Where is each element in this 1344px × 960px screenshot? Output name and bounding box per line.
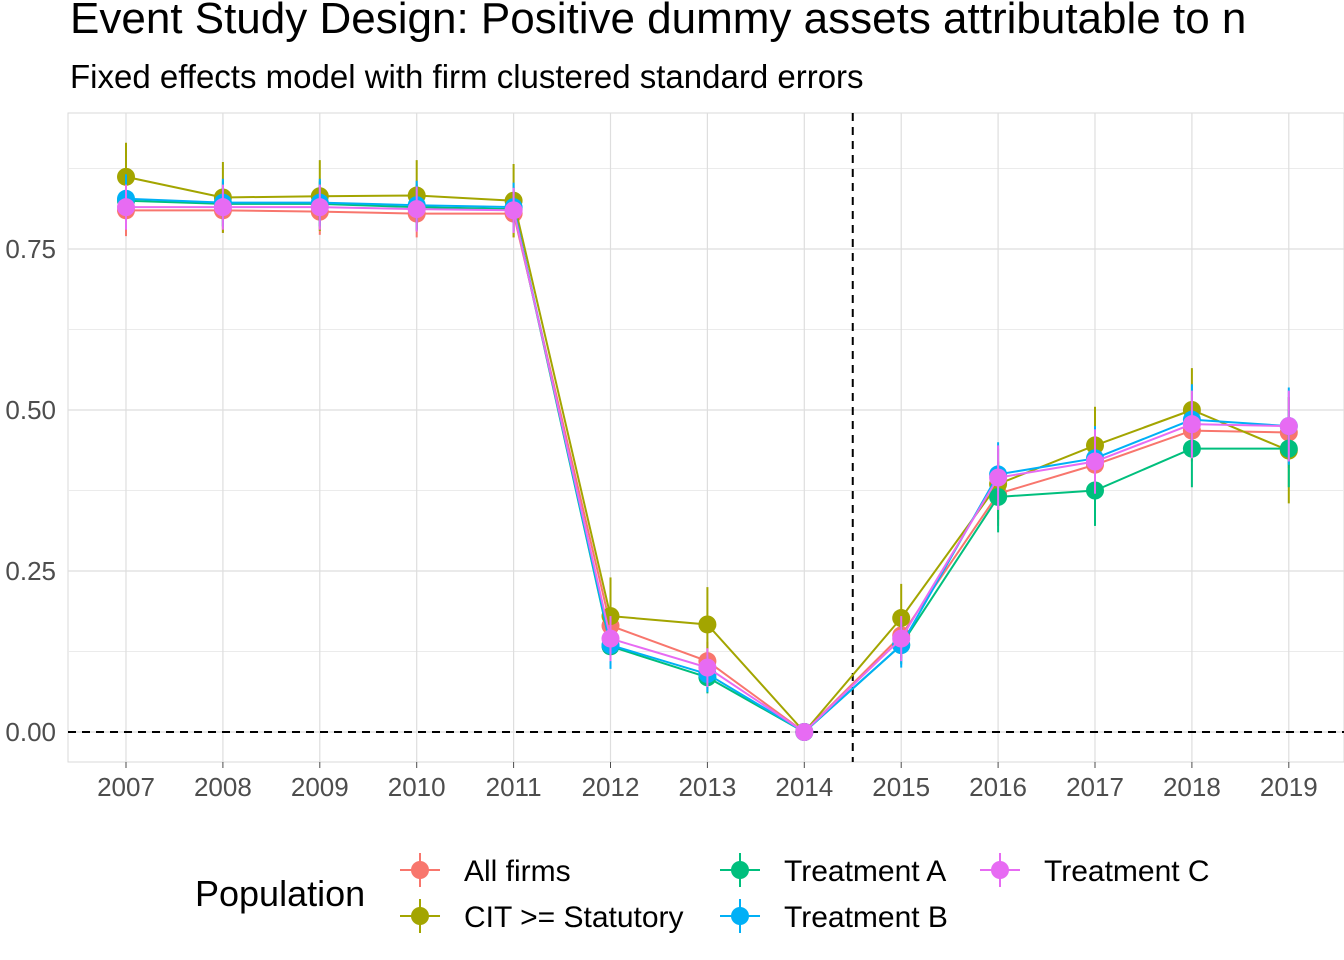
- x-tick-label: 2007: [97, 772, 155, 802]
- x-tick-label: 2010: [388, 772, 446, 802]
- data-point: [1086, 452, 1104, 471]
- data-point: [407, 200, 426, 219]
- x-tick-label: 2019: [1260, 772, 1318, 802]
- x-tick-label: 2011: [486, 772, 542, 802]
- chart-subtitle: Fixed effects model with firm clustered …: [70, 58, 864, 95]
- axes: 0.00 0.25 0.50 0.75 2007 2008 2009 2010 2011 2012…: [5, 234, 1317, 802]
- legend-label: All firms: [464, 855, 571, 888]
- y-tick-label: 0.75: [5, 234, 56, 264]
- x-tick-label: 2009: [291, 772, 349, 802]
- series-treatment-c: [117, 184, 1298, 741]
- x-tick-label: 2014: [775, 772, 833, 802]
- data-point: [504, 201, 523, 220]
- data-point: [601, 629, 620, 648]
- x-tick-label: 2017: [1066, 772, 1124, 802]
- chart-title: Event Study Design: Positive dummy asset…: [70, 0, 1247, 43]
- data-point: [892, 629, 911, 648]
- data-point: [698, 658, 717, 677]
- x-tick-label: 2018: [1163, 772, 1221, 802]
- x-tick-label: 2008: [194, 772, 252, 802]
- y-tick-label: 0.25: [5, 556, 56, 586]
- series-layer: [117, 142, 1298, 741]
- data-point: [698, 615, 717, 634]
- legend-key: [720, 899, 760, 933]
- legend-title: Population: [195, 873, 365, 914]
- y-tick-label: 0.50: [5, 395, 56, 425]
- data-point: [117, 198, 135, 217]
- legend-key-point: [731, 861, 749, 879]
- legend-key: [980, 853, 1020, 887]
- data-point: [213, 198, 232, 217]
- legend: Population All firms CIT >= Statutory Treat…: [195, 853, 1210, 934]
- data-point: [310, 198, 329, 217]
- legend-key: [400, 899, 440, 933]
- x-tick-label: 2013: [678, 772, 736, 802]
- reference-lines: [68, 113, 1344, 762]
- legend-key-point: [991, 861, 1009, 879]
- data-point: [1279, 417, 1298, 436]
- legend-label: Treatment A: [784, 855, 946, 888]
- legend-key: [400, 853, 440, 887]
- legend-label: CIT >= Statutory: [464, 901, 684, 934]
- legend-key: [720, 853, 760, 887]
- x-tick-label: 2016: [969, 772, 1027, 802]
- x-tick-label: 2012: [582, 772, 640, 802]
- x-tick-label: 2015: [872, 772, 930, 802]
- data-point: [1182, 415, 1201, 434]
- legend-label: Treatment C: [1044, 855, 1210, 888]
- legend-label: Treatment B: [784, 901, 948, 934]
- y-tick-label: 0.00: [5, 717, 56, 747]
- legend-key-point: [411, 861, 429, 879]
- data-point: [989, 468, 1008, 487]
- data-point: [795, 723, 814, 741]
- legend-key-point: [411, 907, 429, 925]
- legend-key-point: [731, 907, 749, 925]
- panel-border: [67, 112, 1344, 763]
